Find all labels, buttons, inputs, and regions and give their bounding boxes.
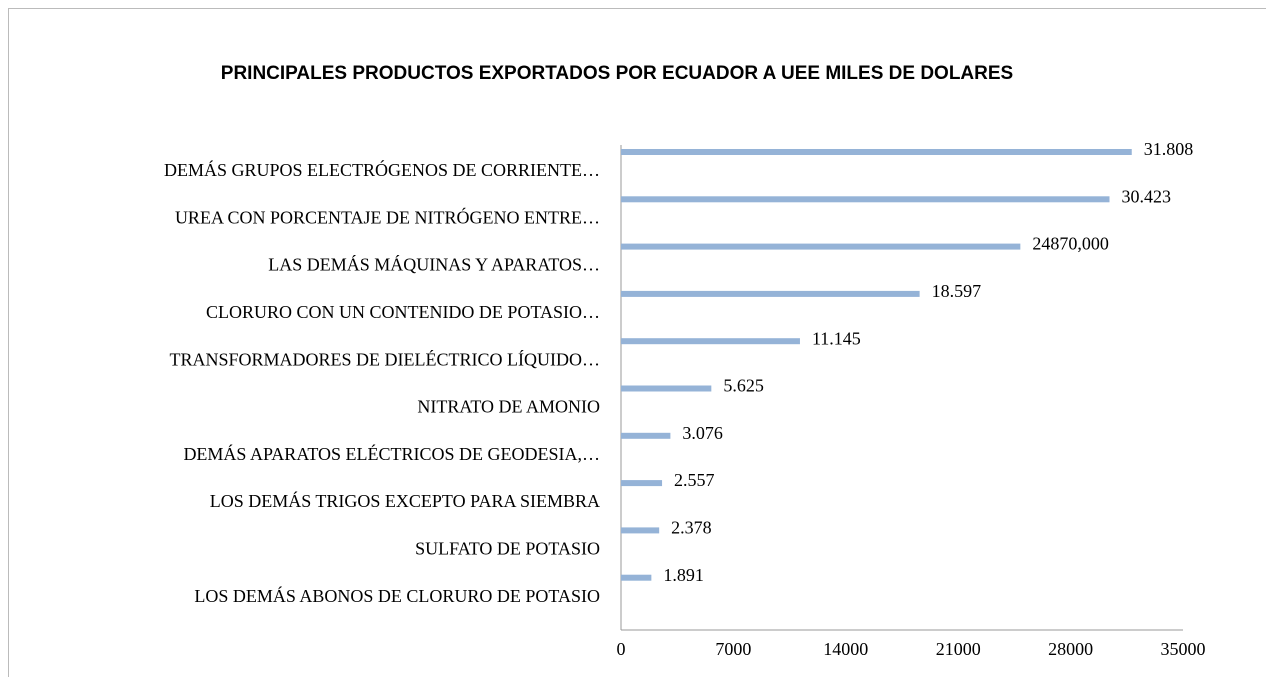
x-tick-label: 35000 (1161, 639, 1206, 659)
x-tick-label: 0 (617, 639, 626, 659)
y-tick-label: DEMÁS GRUPOS ELECTRÓGENOS DE CORRIENTE… (164, 159, 600, 180)
data-label: 5.625 (723, 376, 764, 396)
bar (621, 149, 1132, 155)
bar (621, 432, 671, 439)
y-tick-label: LOS DEMÁS ABONOS DE CLORURO DE POTASIO (194, 585, 600, 606)
data-label: 2.378 (671, 518, 712, 538)
bar (621, 480, 663, 487)
bar (621, 196, 1110, 203)
y-tick-label: UREA CON PORCENTAJE DE NITRÓGENO ENTRE… (175, 206, 600, 227)
bar (621, 574, 652, 581)
y-tick-label: SULFATO DE POTASIO (415, 539, 600, 559)
bar (621, 338, 800, 345)
data-label: 3.076 (682, 423, 723, 443)
y-tick-label: LAS DEMÁS MÁQUINAS Y APARATOS… (268, 254, 600, 275)
y-tick-label: NITRATO DE AMONIO (417, 397, 600, 417)
x-tick-label: 7000 (715, 639, 751, 659)
bar (621, 243, 1021, 250)
data-label: 30.423 (1122, 186, 1172, 206)
data-label: 2.557 (674, 470, 715, 490)
data-label: 24870,000 (1032, 234, 1109, 254)
chart-title: PRINCIPALES PRODUCTOS EXPORTADOS POR ECU… (220, 63, 1014, 84)
x-tick-label: 28000 (1048, 639, 1093, 659)
x-tick-label: 14000 (823, 639, 868, 659)
data-label: 18.597 (932, 281, 982, 301)
data-label: 1.891 (663, 565, 704, 585)
data-label: 31.808 (1144, 139, 1194, 159)
x-tick-label: 21000 (936, 639, 981, 659)
data-label: 11.145 (812, 328, 861, 348)
bar (621, 385, 712, 392)
y-tick-label: TRANSFORMADORES DE DIELÉCTRICO LÍQUIDO… (170, 348, 601, 369)
y-tick-label: LOS DEMÁS TRIGOS EXCEPTO PARA SIEMBRA (210, 490, 600, 511)
y-tick-label: CLORURO CON UN CONTENIDO DE POTASIO… (206, 302, 600, 322)
y-tick-label: DEMÁS APARATOS ELÉCTRICOS DE GEODESIA,… (183, 443, 600, 464)
bar (621, 527, 660, 534)
bar (621, 290, 920, 297)
